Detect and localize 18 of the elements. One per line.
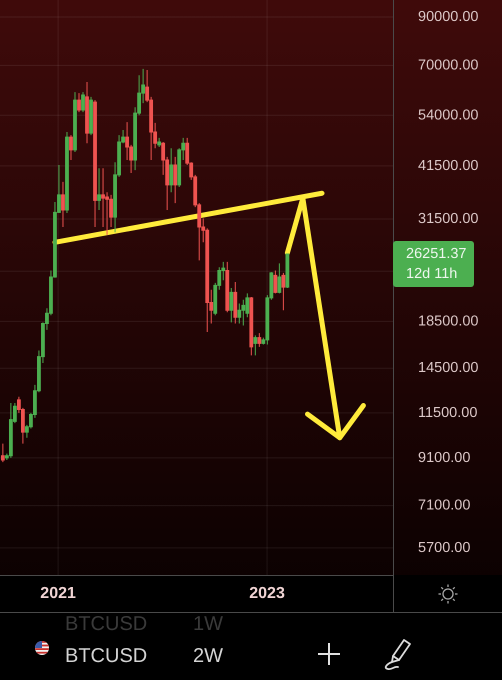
y-tick-label: 14500.00 bbox=[418, 360, 478, 376]
y-tick-label: 41500.00 bbox=[418, 158, 478, 174]
y-tick-label: 31500.00 bbox=[418, 210, 478, 227]
text: 1W bbox=[193, 613, 224, 635]
y-tick-label: 7100.00 bbox=[418, 498, 470, 514]
y-tick-label: 54000.00 bbox=[418, 107, 478, 124]
text: BTCUSD bbox=[65, 613, 148, 635]
text: BTCUSD bbox=[65, 645, 148, 667]
y-tick-label: 90000.00 bbox=[418, 8, 478, 25]
y-tick-label: 9100.00 bbox=[418, 450, 470, 466]
y-tick-label: 70000.00 bbox=[418, 57, 478, 74]
x-tick-label: 2023 bbox=[249, 585, 285, 602]
x-tick-label: 2021 bbox=[40, 585, 76, 602]
text: 26251.37 12d 11h bbox=[406, 246, 466, 282]
y-tick-label: 5700.00 bbox=[418, 540, 470, 556]
text: 2W bbox=[193, 645, 224, 667]
y-tick-label: 18500.00 bbox=[418, 313, 478, 330]
y-tick-label: 11500.00 bbox=[418, 404, 478, 421]
